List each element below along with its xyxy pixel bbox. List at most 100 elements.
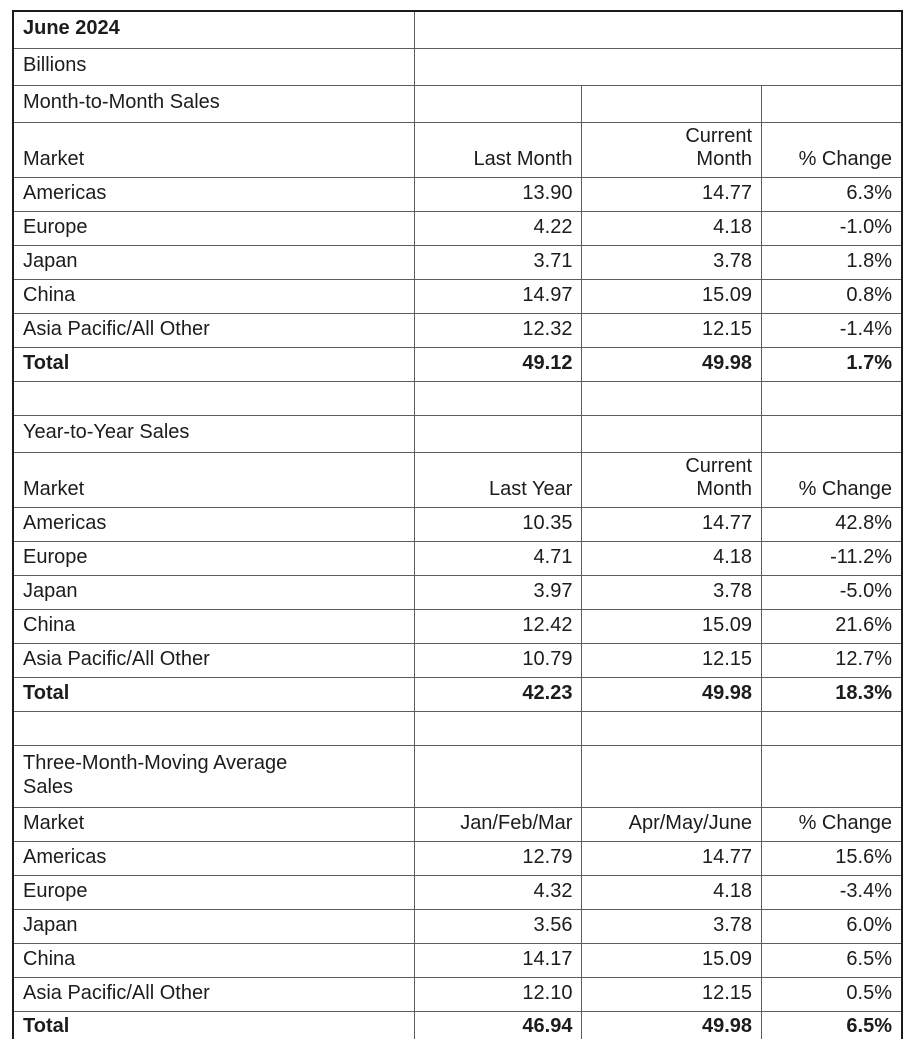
total-label: Total — [12, 676, 416, 712]
market-cell: Japan — [12, 244, 416, 280]
pct-cell: 12.7% — [761, 642, 903, 678]
market-cell: China — [12, 942, 416, 978]
value-cell: 3.78 — [581, 574, 763, 610]
value-cell: 14.17 — [414, 942, 583, 978]
table-row: Europe 4.22 4.18 -1.0% — [12, 210, 903, 246]
value-cell: 3.97 — [414, 574, 583, 610]
total-value-cell: 46.94 — [414, 1010, 583, 1039]
empty-cell — [761, 744, 903, 808]
col-header-b: Apr/May/June — [581, 806, 763, 842]
pct-cell: 0.5% — [761, 976, 903, 1012]
market-cell: Asia Pacific/All Other — [12, 976, 416, 1012]
value-cell: 14.97 — [414, 278, 583, 314]
col-header-market: Market — [12, 806, 416, 842]
pct-cell: 15.6% — [761, 840, 903, 876]
table-row: China 14.97 15.09 0.8% — [12, 278, 903, 314]
pct-cell: 42.8% — [761, 506, 903, 542]
pct-cell: 6.0% — [761, 908, 903, 944]
value-cell: 12.15 — [581, 976, 763, 1012]
market-cell: China — [12, 608, 416, 644]
table-row: Japan 3.97 3.78 -5.0% — [12, 574, 903, 610]
sales-report-table: June 2024 Billions Month-to-Month Sales … — [12, 10, 903, 1039]
value-cell: 4.71 — [414, 540, 583, 576]
section-title-row: Three-Month-Moving Average Sales — [12, 744, 903, 808]
total-pct-cell: 1.7% — [761, 346, 903, 382]
empty-cell — [581, 744, 763, 808]
col-header-a: Last Year — [414, 451, 583, 508]
value-cell: 3.78 — [581, 244, 763, 280]
empty-cell — [581, 380, 763, 416]
report-title: June 2024 — [12, 10, 416, 49]
value-cell: 12.15 — [581, 642, 763, 678]
empty-cell — [581, 710, 763, 746]
pct-cell: 6.3% — [761, 176, 903, 212]
value-cell: 12.15 — [581, 312, 763, 348]
market-cell: Japan — [12, 574, 416, 610]
empty-cell — [414, 710, 583, 746]
pct-cell: 6.5% — [761, 942, 903, 978]
col-header-pct: % Change — [761, 121, 903, 178]
value-cell: 14.77 — [581, 840, 763, 876]
pct-cell: 0.8% — [761, 278, 903, 314]
value-cell: 3.56 — [414, 908, 583, 944]
value-cell: 13.90 — [414, 176, 583, 212]
units-label: Billions — [12, 47, 416, 86]
spacer-row — [12, 380, 903, 416]
col-header-market: Market — [12, 451, 416, 508]
table-row: Americas 13.90 14.77 6.3% — [12, 176, 903, 212]
total-value-cell: 49.98 — [581, 1010, 763, 1039]
total-pct-cell: 6.5% — [761, 1010, 903, 1039]
col-header-pct: % Change — [761, 806, 903, 842]
empty-cell — [12, 710, 416, 746]
table-row: China 14.17 15.09 6.5% — [12, 942, 903, 978]
section-header-row: Market Last Year Current Month % Change — [12, 451, 903, 508]
units-row: Billions — [12, 47, 903, 86]
pct-cell: -5.0% — [761, 574, 903, 610]
value-cell: 4.22 — [414, 210, 583, 246]
market-cell: Europe — [12, 540, 416, 576]
table-row: Japan 3.56 3.78 6.0% — [12, 908, 903, 944]
table-row: Americas 12.79 14.77 15.6% — [12, 840, 903, 876]
table-row: Asia Pacific/All Other 10.79 12.15 12.7% — [12, 642, 903, 678]
market-cell: Europe — [12, 210, 416, 246]
col-header-b: Current Month — [581, 451, 763, 508]
empty-cell — [414, 10, 903, 49]
col-header-a: Last Month — [414, 121, 583, 178]
market-cell: Americas — [12, 506, 416, 542]
section-title: Year-to-Year Sales — [12, 414, 416, 453]
market-cell: Asia Pacific/All Other — [12, 642, 416, 678]
value-cell: 4.18 — [581, 210, 763, 246]
empty-cell — [761, 84, 903, 123]
value-cell: 15.09 — [581, 608, 763, 644]
empty-cell — [581, 414, 763, 453]
table-row: Europe 4.71 4.18 -11.2% — [12, 540, 903, 576]
total-row: Total 46.94 49.98 6.5% — [12, 1010, 903, 1039]
empty-cell — [414, 414, 583, 453]
table-row: Americas 10.35 14.77 42.8% — [12, 506, 903, 542]
value-cell: 12.79 — [414, 840, 583, 876]
empty-cell — [761, 414, 903, 453]
total-value-cell: 49.98 — [581, 676, 763, 712]
empty-cell — [414, 744, 583, 808]
value-cell: 3.78 — [581, 908, 763, 944]
report-title-row: June 2024 — [12, 10, 903, 49]
table-row: Asia Pacific/All Other 12.32 12.15 -1.4% — [12, 312, 903, 348]
total-value-cell: 49.12 — [414, 346, 583, 382]
pct-cell: 21.6% — [761, 608, 903, 644]
col-header-b: Current Month — [581, 121, 763, 178]
empty-cell — [414, 84, 583, 123]
empty-cell — [12, 380, 416, 416]
market-cell: Japan — [12, 908, 416, 944]
value-cell: 14.77 — [581, 176, 763, 212]
value-cell: 15.09 — [581, 278, 763, 314]
section-header-row: Market Last Month Current Month % Change — [12, 121, 903, 178]
pct-cell: -11.2% — [761, 540, 903, 576]
table-row: China 12.42 15.09 21.6% — [12, 608, 903, 644]
spacer-row — [12, 710, 903, 746]
total-label: Total — [12, 346, 416, 382]
market-cell: China — [12, 278, 416, 314]
value-cell: 12.10 — [414, 976, 583, 1012]
col-header-pct: % Change — [761, 451, 903, 508]
value-cell: 4.32 — [414, 874, 583, 910]
